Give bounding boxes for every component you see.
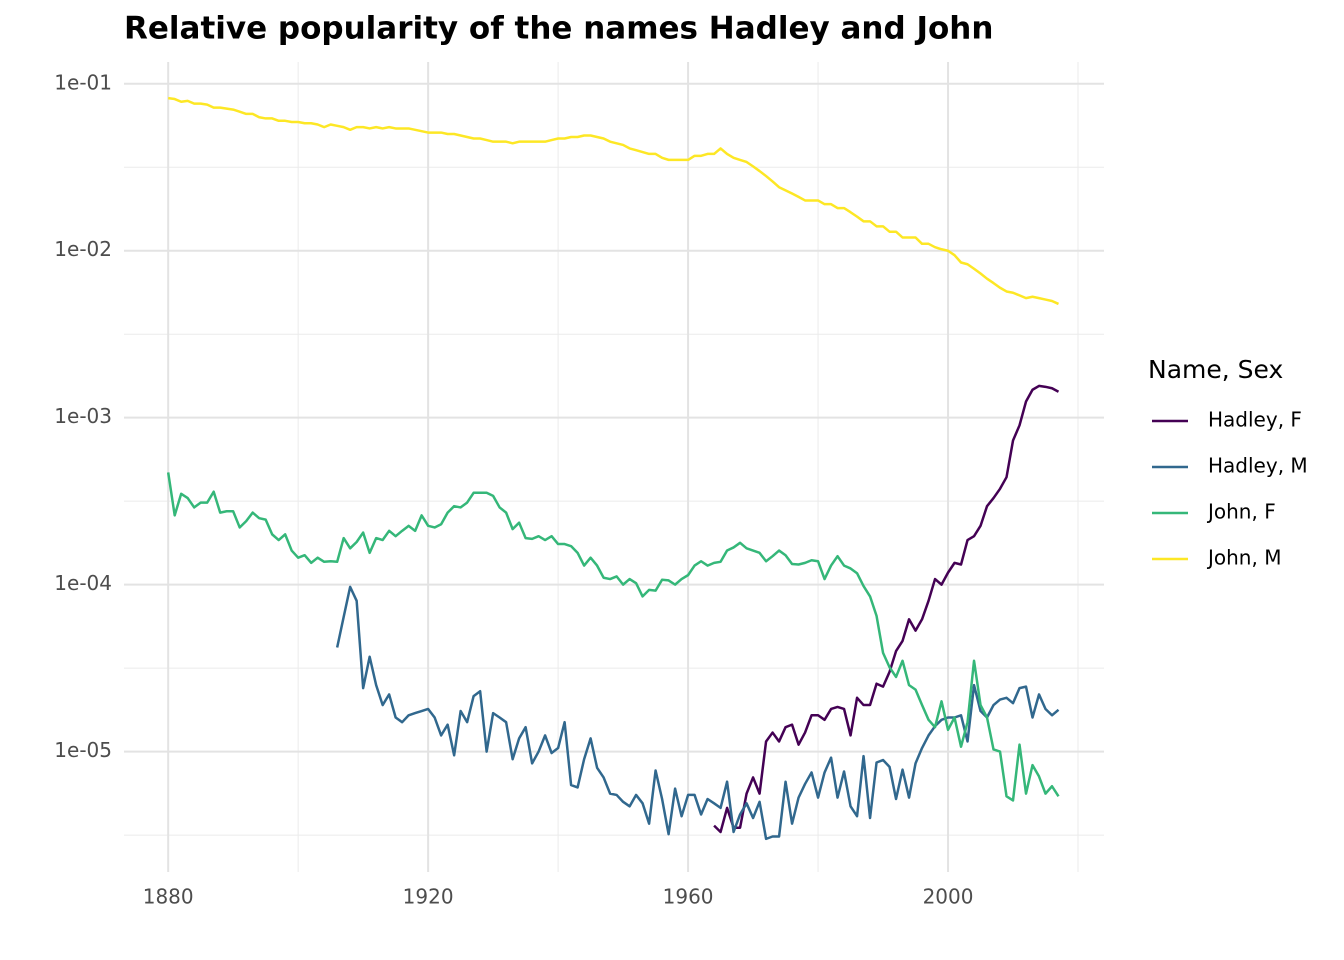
y-tick-label: 1e-05 bbox=[54, 738, 112, 762]
legend-label: John, M bbox=[1206, 546, 1281, 570]
legend: Hadley, F Hadley, M John, F John, M bbox=[1152, 408, 1308, 570]
y-tick-label: 1e-03 bbox=[54, 404, 112, 428]
x-tick-label: 2000 bbox=[923, 885, 974, 909]
series-line bbox=[166, 472, 1060, 802]
x-tick-label: 1960 bbox=[663, 885, 714, 909]
grid bbox=[124, 62, 1104, 872]
series-line bbox=[335, 585, 1060, 841]
lines bbox=[166, 96, 1060, 841]
y-tick-label: 1e-02 bbox=[54, 237, 112, 261]
series-line bbox=[168, 96, 1060, 306]
legend-title: Name, Sex bbox=[1148, 355, 1283, 384]
legend-label: John, F bbox=[1206, 500, 1276, 524]
legend-label: Hadley, M bbox=[1208, 454, 1308, 478]
series-line bbox=[713, 384, 1060, 834]
x-tick-label: 1920 bbox=[403, 885, 454, 909]
y-tick-label: 1e-01 bbox=[54, 70, 112, 94]
y-tick-label: 1e-04 bbox=[54, 571, 112, 595]
x-tick-label: 1880 bbox=[143, 885, 194, 909]
chart-title: Relative popularity of the names Hadley … bbox=[124, 11, 993, 47]
legend-label: Hadley, F bbox=[1208, 408, 1302, 432]
